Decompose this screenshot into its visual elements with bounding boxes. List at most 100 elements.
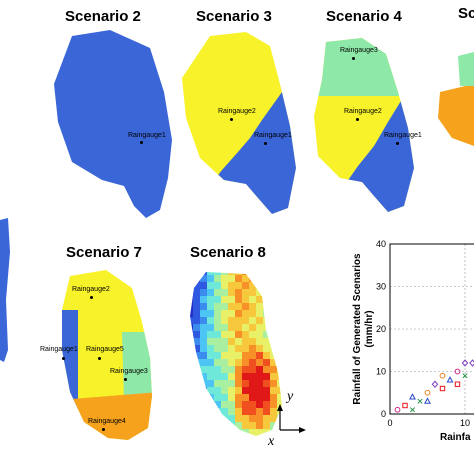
scatter-axes-frame [389, 243, 474, 415]
heatmap-cell [193, 408, 201, 416]
s4-raingauge2-label: Raingauge2 [344, 108, 382, 115]
heatmap-cell [249, 373, 257, 381]
heatmap-cell [193, 387, 201, 395]
heatmap-cell [256, 345, 264, 353]
heatmap-cell [193, 436, 201, 444]
heatmap-cell [214, 436, 222, 444]
heatmap-cell [221, 401, 229, 409]
heatmap-cell [235, 387, 243, 395]
heatmap-cell [190, 429, 194, 436]
heatmap-cell [235, 380, 243, 388]
heatmap-cell [228, 373, 236, 381]
heatmap-cell [207, 415, 215, 423]
scatter-point [446, 376, 454, 383]
heatmap-cell [242, 275, 250, 283]
s4-raingauge1-label: Raingauge1 [384, 132, 422, 139]
scatter-ytick-label: 30 [376, 282, 386, 292]
heatmap-cell [207, 401, 215, 409]
heatmap-cell [200, 272, 208, 276]
scenario-2-title: Scenario 2 [65, 8, 141, 25]
heatmap-cell [235, 366, 243, 374]
heatmap-cell [190, 303, 194, 311]
heatmap-cell [235, 338, 243, 346]
heatmap-cell [235, 359, 243, 367]
heatmap-cell [214, 338, 222, 346]
heatmap-cell [277, 401, 282, 409]
heatmap-cell [277, 324, 282, 332]
heatmap-cell [242, 387, 250, 395]
scenario-8-axes [277, 404, 306, 433]
heatmap-cell [214, 415, 222, 423]
heatmap-cell [221, 296, 229, 304]
heatmap-cell [200, 289, 208, 297]
heatmap-cell [256, 289, 264, 297]
heatmap-cell [263, 303, 271, 311]
heatmap-cell [221, 380, 229, 388]
heatmap-cell [200, 303, 208, 311]
heatmap-cell [263, 415, 271, 423]
s3-raingauge2-label: Raingauge2 [218, 108, 256, 115]
scenario-8-basin [190, 272, 285, 444]
heatmap-cell [190, 296, 194, 304]
heatmap-cell [235, 275, 243, 283]
heatmap-cell [270, 394, 278, 402]
heatmap-cell [235, 331, 243, 339]
heatmap-cell [214, 324, 222, 332]
heatmap-cell [200, 275, 208, 283]
scenario-5-basin-partial [438, 84, 474, 146]
heatmap-cell [235, 324, 243, 332]
scatter-point [454, 381, 461, 387]
heatmap-cell [277, 352, 282, 360]
heatmap-cell [200, 380, 208, 388]
heatmap-cell [193, 296, 201, 304]
heatmap-cell [263, 373, 271, 381]
heatmap-cell [263, 345, 271, 353]
heatmap-cell [235, 272, 243, 276]
heatmap-cell [221, 436, 229, 444]
heatmap-cell [207, 345, 215, 353]
heatmap-cell [214, 366, 222, 374]
s7-raingauge5-marker [98, 357, 101, 360]
heatmap-cell [263, 366, 271, 374]
heatmap-cell [200, 408, 208, 416]
heatmap-cell [190, 415, 194, 423]
heatmap-cell [256, 373, 264, 381]
scatter-point [402, 402, 408, 409]
heatmap-cell [235, 345, 243, 353]
s7-raingauge4-marker [102, 428, 105, 431]
heatmap-cell [214, 352, 222, 360]
heatmap-cell [263, 331, 271, 339]
heatmap-cell [277, 359, 282, 367]
heatmap-cell [193, 338, 201, 346]
s2-raingauge1-marker [140, 141, 143, 144]
heatmap-cell [242, 408, 250, 416]
heatmap-cell [190, 401, 194, 409]
heatmap-cell [221, 408, 229, 416]
heatmap-cell [207, 338, 215, 346]
heatmap-cell [221, 415, 229, 423]
heatmap-cell [228, 303, 236, 311]
heatmap-cell [221, 352, 229, 360]
heatmap-cell [249, 303, 257, 311]
heatmap-cell [235, 310, 243, 318]
heatmap-cell [207, 429, 215, 436]
heatmap-cell [214, 317, 222, 325]
heatmap-cell [277, 436, 285, 444]
heatmap-cell [214, 282, 222, 290]
heatmap-cell [207, 331, 215, 339]
heatmap-cell [207, 387, 215, 395]
heatmap-cell [207, 373, 215, 381]
heatmap-cell [228, 401, 236, 409]
heatmap-cell [221, 338, 229, 346]
heatmap-cell [263, 317, 271, 325]
heatmap-cell [277, 296, 282, 304]
heatmap-cell [190, 422, 194, 430]
heatmap-cell [263, 275, 271, 283]
heatmap-cell [221, 331, 229, 339]
heatmap-cell [270, 289, 278, 297]
scenario-8-x-axis-label: x [268, 434, 275, 449]
scatter-point [469, 359, 474, 367]
heatmap-cell [221, 366, 229, 374]
heatmap-cell [193, 317, 201, 325]
heatmap-cell [256, 296, 264, 304]
